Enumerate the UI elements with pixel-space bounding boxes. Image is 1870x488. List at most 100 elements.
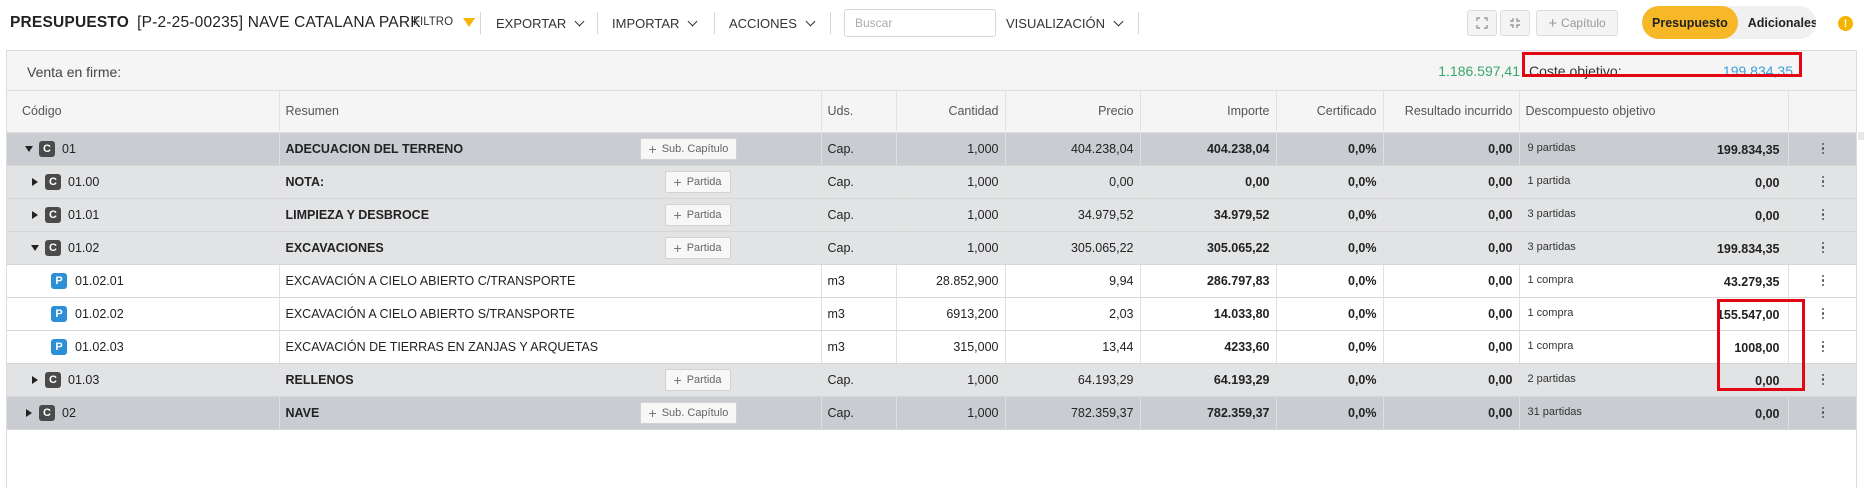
actions-cell (1788, 198, 1856, 232)
table-row[interactable]: C 01.02 EXCAVACIONES + Partida Cap. 1,000 305.0… (7, 231, 1856, 265)
add-partida-button[interactable]: + Partida (664, 368, 731, 391)
col-header-certificado[interactable]: Certificado (1276, 91, 1384, 133)
desc-count[interactable]: 3 partidas (1527, 207, 1576, 220)
descompuesto-cell: 31 partidas 0,00 (1519, 396, 1789, 430)
summary-cell: RELLENOS + Partida (279, 363, 822, 397)
expand-icon[interactable] (1467, 10, 1497, 36)
collapse-icon[interactable] (1500, 10, 1530, 36)
certificado-cell: 0,0% (1276, 264, 1384, 298)
row-code: 01.02.02 (75, 306, 124, 321)
desc-count[interactable]: 1 compra (1527, 339, 1574, 352)
descompuesto-cell: 1 compra 155.547,00 (1519, 297, 1789, 331)
caret-down-icon[interactable] (25, 145, 33, 152)
col-header-resultado[interactable]: Resultado incurrido (1383, 91, 1520, 133)
add-chapter-button[interactable]: + Capítulo (1536, 10, 1618, 36)
search-input[interactable] (844, 9, 996, 37)
code-cell: C 01.01 (7, 198, 280, 232)
tab-presupuesto[interactable]: Presupuesto (1642, 6, 1738, 39)
export-dropdown[interactable]: EXPORTAR (496, 16, 585, 31)
col-header-uds[interactable]: Uds. (821, 91, 897, 133)
export-label: EXPORTAR (496, 16, 567, 31)
add-subchapter-button[interactable]: + Sub. Capítulo (639, 401, 738, 424)
resultado-cell: 0,00 (1383, 132, 1520, 166)
kebab-menu-icon[interactable] (1795, 208, 1852, 221)
precio-cell: 13,44 (1005, 330, 1141, 364)
row-summary: NOTA: (285, 174, 325, 189)
add-partida-button[interactable]: + Partida (664, 236, 731, 259)
caret-down-icon[interactable] (31, 244, 39, 251)
caret-right-icon[interactable] (32, 375, 38, 384)
view-dropdown[interactable]: VISUALIZACIÓN (1006, 16, 1124, 31)
table-row[interactable]: C 02 NAVE + Sub. Capítulo Cap. 1,000 782.359,37… (7, 396, 1856, 430)
table-row[interactable]: P 01.02.01 EXCAVACIÓN A CIELO ABIERTO C/TR… (7, 264, 1856, 298)
import-dropdown[interactable]: IMPORTAR (612, 16, 698, 31)
add-button-label: Partida (686, 208, 722, 221)
table-row[interactable]: C 01.03 RELLENOS + Partida Cap. 1,000 64.193,29… (7, 363, 1856, 397)
section-title: PRESUPUESTO (10, 14, 130, 31)
add-partida-button[interactable]: + Partida (664, 170, 731, 193)
kebab-menu-icon[interactable] (1795, 373, 1852, 386)
desc-count[interactable]: 1 compra (1527, 273, 1574, 286)
col-header-descompuesto[interactable]: Descompuesto objetivo (1519, 91, 1789, 133)
descompuesto-cell: 1 compra 43.279,35 (1519, 264, 1789, 298)
desc-count[interactable]: 31 partidas (1527, 405, 1582, 418)
plus-icon: + (673, 206, 682, 223)
kebab-menu-icon[interactable] (1795, 307, 1852, 320)
add-subchapter-button[interactable]: + Sub. Capítulo (639, 137, 738, 160)
table-row[interactable]: C 01.01 LIMPIEZA Y DESBROCE + Partida Cap. 1,0… (7, 198, 1856, 232)
caret-right-icon[interactable] (32, 210, 38, 219)
col-header-precio[interactable]: Precio (1005, 91, 1141, 133)
add-button-label: Partida (686, 175, 722, 188)
desc-value: 0,00 (1755, 373, 1780, 388)
code-cell: P 01.02.02 (7, 297, 280, 331)
desc-count[interactable]: 1 compra (1527, 306, 1574, 319)
kebab-menu-icon[interactable] (1795, 175, 1852, 188)
resultado-cell: 0,00 (1383, 297, 1520, 331)
table-row[interactable]: C 01.00 NOTA: + Partida Cap. 1,000 0,00 0,00 0,0%… (7, 165, 1856, 199)
kebab-menu-icon[interactable] (1795, 274, 1852, 287)
summary-cell: EXCAVACIÓN A CIELO ABIERTO S/TRANSPORTE (279, 297, 822, 331)
tab-adicionales[interactable]: Adicionales (1747, 15, 1816, 30)
add-partida-button[interactable]: + Partida (664, 203, 731, 226)
actions-dropdown[interactable]: ACCIONES (729, 16, 816, 31)
col-header-importe[interactable]: Importe (1140, 91, 1277, 133)
summary-cell: ADECUACION DEL TERRENO + Sub. Capítulo (279, 132, 822, 166)
kebab-menu-icon[interactable] (1795, 241, 1852, 254)
desc-count[interactable]: 3 partidas (1527, 240, 1576, 253)
scrollbar[interactable] (1858, 132, 1864, 140)
resultado-cell: 0,00 (1383, 231, 1520, 265)
plus-icon: + (673, 371, 682, 388)
desc-count[interactable]: 9 partidas (1527, 141, 1576, 154)
precio-cell: 0,00 (1005, 165, 1141, 199)
row-summary: EXCAVACIÓN A CIELO ABIERTO C/TRANSPORTE (285, 273, 576, 288)
col-header-codigo[interactable]: Código (7, 91, 280, 133)
col-header-cantidad[interactable]: Cantidad (896, 91, 1006, 133)
table-row[interactable]: P 01.02.02 EXCAVACIÓN A CIELO ABIERTO S/TR… (7, 297, 1856, 331)
table-row[interactable]: C 01 ADECUACION DEL TERRENO + Sub. Capítulo C… (7, 132, 1856, 166)
chapter-badge-icon: C (39, 140, 55, 157)
col-header-resumen[interactable]: Resumen (279, 91, 822, 133)
kebab-menu-icon[interactable] (1795, 406, 1852, 419)
cantidad-cell: 28.852,900 (896, 264, 1006, 298)
desc-count[interactable]: 1 partida (1527, 174, 1571, 187)
desc-value: 0,00 (1755, 406, 1780, 421)
actions-label: ACCIONES (729, 16, 797, 31)
kebab-menu-icon[interactable] (1795, 340, 1852, 353)
summary-cell: EXCAVACIÓN A CIELO ABIERTO C/TRANSPORTE (279, 264, 822, 298)
chevron-down-icon (805, 16, 816, 27)
descompuesto-cell: 1 partida 0,00 (1519, 165, 1789, 199)
certificado-cell: 0,0% (1276, 330, 1384, 364)
plus-icon: + (673, 239, 682, 256)
kebab-menu-icon[interactable] (1795, 142, 1852, 155)
desc-count[interactable]: 2 partidas (1527, 372, 1576, 385)
info-icon[interactable]: ! (1838, 16, 1853, 31)
filter-button[interactable]: FILTRO (413, 16, 476, 28)
precio-cell: 34.979,52 (1005, 198, 1141, 232)
caret-right-icon[interactable] (26, 408, 32, 417)
importe-cell: 14.033,80 (1140, 297, 1277, 331)
certificado-cell: 0,0% (1276, 231, 1384, 265)
table-row[interactable]: P 01.02.03 EXCAVACIÓN DE TIERRAS EN ZANJAS… (7, 330, 1856, 364)
row-code: 02 (62, 405, 76, 420)
actions-cell (1788, 132, 1856, 166)
caret-right-icon[interactable] (32, 177, 38, 186)
